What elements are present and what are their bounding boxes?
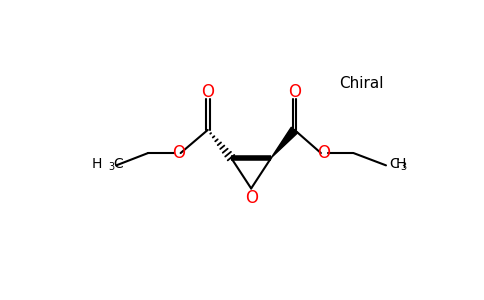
Text: O: O (317, 144, 330, 162)
Polygon shape (272, 127, 298, 158)
Text: 3: 3 (108, 162, 115, 172)
Text: O: O (288, 83, 301, 101)
Text: O: O (244, 189, 257, 207)
Text: H: H (395, 157, 406, 171)
Text: C: C (113, 157, 123, 171)
Text: 3: 3 (401, 162, 407, 172)
Text: H: H (92, 157, 102, 171)
Text: O: O (172, 144, 185, 162)
Text: C: C (389, 157, 399, 171)
Text: O: O (201, 83, 214, 101)
Text: Chiral: Chiral (339, 76, 383, 91)
